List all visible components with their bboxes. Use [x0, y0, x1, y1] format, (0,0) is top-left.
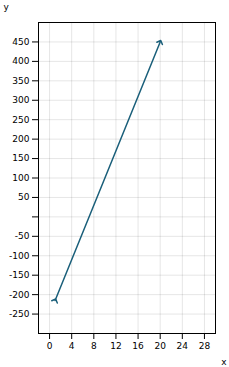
- svg-text:300: 300: [12, 95, 29, 105]
- svg-text:100: 100: [12, 173, 29, 183]
- svg-text:-200: -200: [9, 290, 30, 300]
- svg-text:150: 150: [12, 153, 29, 163]
- svg-text:20: 20: [154, 341, 166, 351]
- svg-text:4: 4: [69, 341, 75, 351]
- svg-text:-150: -150: [9, 270, 30, 280]
- svg-text:50: 50: [18, 192, 30, 202]
- svg-text:-100: -100: [9, 251, 30, 261]
- svg-text:250: 250: [12, 115, 29, 125]
- svg-text:28: 28: [199, 341, 211, 351]
- svg-text:y: y: [4, 2, 10, 12]
- svg-text:-50: -50: [15, 231, 30, 241]
- svg-text:350: 350: [12, 76, 29, 86]
- svg-text:-250: -250: [9, 309, 30, 319]
- svg-text:8: 8: [91, 341, 97, 351]
- svg-text:x: x: [221, 357, 227, 367]
- svg-text:450: 450: [12, 37, 29, 47]
- svg-text:0: 0: [47, 341, 53, 351]
- svg-text:200: 200: [12, 134, 29, 144]
- svg-text:24: 24: [177, 341, 189, 351]
- svg-text:400: 400: [12, 56, 29, 66]
- svg-text:16: 16: [132, 341, 144, 351]
- svg-text:12: 12: [110, 341, 121, 351]
